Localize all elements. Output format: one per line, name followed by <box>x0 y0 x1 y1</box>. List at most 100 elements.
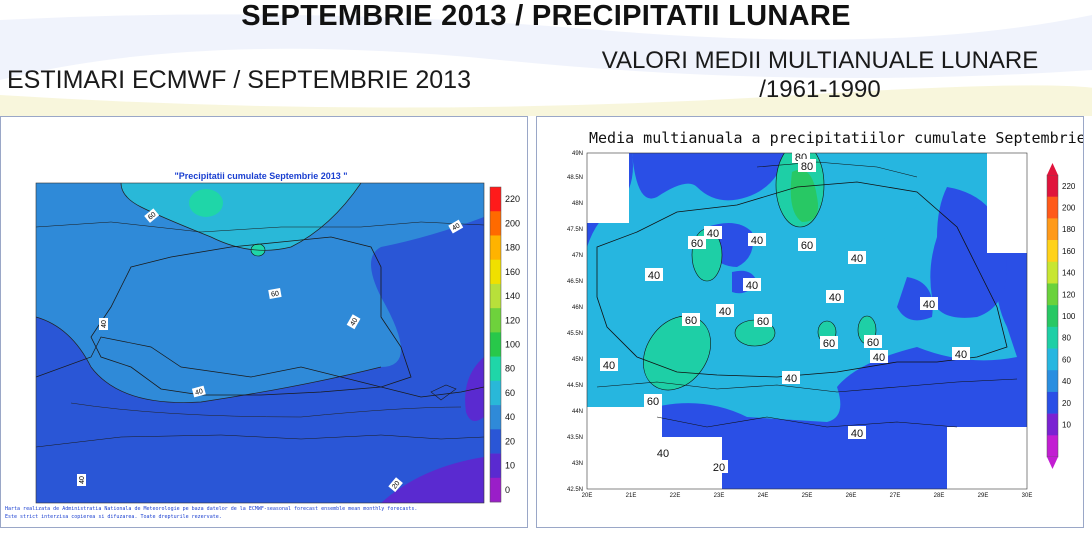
contour-label: 40 <box>851 428 863 440</box>
colorbar-swatch <box>1047 175 1058 197</box>
left-subtitle: ESTIMARI ECMWF / SEPTEMBRIE 2013 <box>7 66 471 94</box>
contour-label: 40 <box>603 360 615 372</box>
colorbar-tick-label: 60 <box>505 388 515 398</box>
left-map-field <box>36 183 484 503</box>
colorbar-tick-label: 200 <box>1062 204 1076 213</box>
right-lat-labels: 49N 48.5N 48N 47.5N 47N 46.5N 46N 45.5N … <box>567 151 583 493</box>
contour-label: 60 <box>147 211 158 221</box>
right-subtitle: VALORI MEDII MULTIANUALE LUNARE /1961-19… <box>560 46 1080 104</box>
colorbar-tick-label: 100 <box>1062 312 1076 321</box>
colorbar-swatch <box>1047 218 1058 241</box>
colorbar-swatch <box>490 332 501 357</box>
colorbar-swatch <box>1047 240 1058 263</box>
colorbar-tick-label: 40 <box>505 412 515 422</box>
contour-label: 60 <box>801 240 813 252</box>
colorbar-tick-label: 220 <box>1062 182 1076 191</box>
colorbar-tick-label: 120 <box>505 315 520 325</box>
lat-label: 43N <box>572 461 583 467</box>
contour-label: 40 <box>79 476 86 484</box>
colorbar-min-arrow <box>1047 457 1058 469</box>
contour-label: 60 <box>691 238 703 250</box>
contour-label: 40 <box>648 270 660 282</box>
lat-label: 44N <box>572 409 583 415</box>
left-map-title: "Precipitatii cumulate Septembrie 2013 " <box>174 171 347 181</box>
colorbar-swatch <box>1047 370 1058 393</box>
right-colorbar: 220 200 180 160 140 120 100 80 60 40 20 10 <box>1046 163 1076 469</box>
colorbar-swatch <box>1047 435 1058 458</box>
lon-label: 21E <box>626 493 637 499</box>
colorbar-tick-label: 10 <box>505 461 515 471</box>
lat-label: 47.5N <box>567 227 583 233</box>
contour-label: 40 <box>451 222 461 232</box>
lon-label: 28E <box>934 493 945 499</box>
colorbar-tick-label: 180 <box>505 243 520 253</box>
contour-label: 40 <box>923 299 935 311</box>
lon-label: 23E <box>714 493 725 499</box>
right-subtitle-line1: VALORI MEDII MULTIANUALE LUNARE <box>601 47 1039 74</box>
colorbar-tick-label: 180 <box>1062 225 1076 234</box>
contour-label: 40 <box>719 306 731 318</box>
contour-label: 40 <box>707 228 719 240</box>
contour-label: 40 <box>785 373 797 385</box>
colorbar-tick-label: 220 <box>505 194 520 204</box>
colorbar-swatch <box>490 380 501 406</box>
colorbar-swatch <box>1047 348 1058 371</box>
lat-label: 46N <box>572 305 583 311</box>
contour-label: 40 <box>657 448 669 460</box>
lat-label: 43.5N <box>567 435 583 441</box>
contour-label: 40 <box>829 292 841 304</box>
colorbar-tick-label: 200 <box>505 218 520 228</box>
contour-label: 60 <box>647 396 659 408</box>
colorbar-tick-label: 160 <box>505 267 520 277</box>
colorbar-swatch <box>490 356 501 382</box>
colorbar-max-arrow <box>1047 163 1058 175</box>
lon-label: 20E <box>582 493 593 499</box>
colorbar-swatch <box>490 429 501 454</box>
contour-label: 20 <box>713 462 725 474</box>
colorbar-swatch <box>1047 391 1058 414</box>
page-title: SEPTEMBRIE 2013 / PRECIPITATII LUNARE <box>241 0 851 32</box>
colorbar-tick-label: 20 <box>1062 399 1071 408</box>
lon-label: 24E <box>758 493 769 499</box>
contour-label: 60 <box>867 337 879 349</box>
colorbar-swatch <box>490 308 501 333</box>
lat-label: 47N <box>572 253 583 259</box>
left-footer-line1: Harta realizata de Administratia Nationa… <box>5 506 417 512</box>
colorbar-tick-label: 10 <box>1062 420 1071 429</box>
left-footer-line2: Este strict interzisa copierea si difuza… <box>5 514 222 520</box>
colorbar-tick-label: 20 <box>505 436 515 446</box>
multiannual-mean-map: Media multianuala a precipitatiilor cumu… <box>567 129 1086 499</box>
colorbar-tick-label: 80 <box>1062 334 1071 343</box>
colorbar-swatch <box>490 453 501 479</box>
contour-label: 20 <box>391 480 401 491</box>
colorbar-swatch <box>490 235 501 260</box>
lat-label: 44.5N <box>567 383 583 389</box>
colorbar-swatch <box>490 477 501 503</box>
colorbar-tick-label: 80 <box>505 364 515 374</box>
right-map-title: Media multianuala a precipitatiilor cumu… <box>589 129 1083 147</box>
lon-label: 30E <box>1022 493 1033 499</box>
lon-label: 22E <box>670 493 681 499</box>
contour-label: 60 <box>757 316 769 328</box>
lon-label: 29E <box>978 493 989 499</box>
lat-label: 48N <box>572 201 583 207</box>
contour-label: 40 <box>349 317 359 327</box>
lat-label: 42.5N <box>567 487 583 493</box>
lat-label: 45N <box>572 357 583 363</box>
colorbar-tick-label: 140 <box>505 291 520 301</box>
colorbar-swatch <box>490 211 501 236</box>
ecmwf-forecast-map-panel: "Precipitatii cumulate Septembrie 2013 "… <box>0 116 528 528</box>
lat-label: 49N <box>572 151 583 157</box>
contour-label: 40 <box>873 352 885 364</box>
contour-label: 60 <box>271 290 280 298</box>
contour-label: 60 <box>685 315 697 327</box>
colorbar-swatch <box>1047 196 1058 219</box>
contour-label: 40 <box>194 388 203 397</box>
lon-label: 26E <box>846 493 857 499</box>
colorbar-swatch <box>1047 261 1058 284</box>
right-lon-labels: 20E 21E 22E 23E 24E 25E 26E 27E 28E 29E … <box>582 493 1033 499</box>
lat-label: 46.5N <box>567 279 583 285</box>
right-map-field <box>587 153 1027 489</box>
